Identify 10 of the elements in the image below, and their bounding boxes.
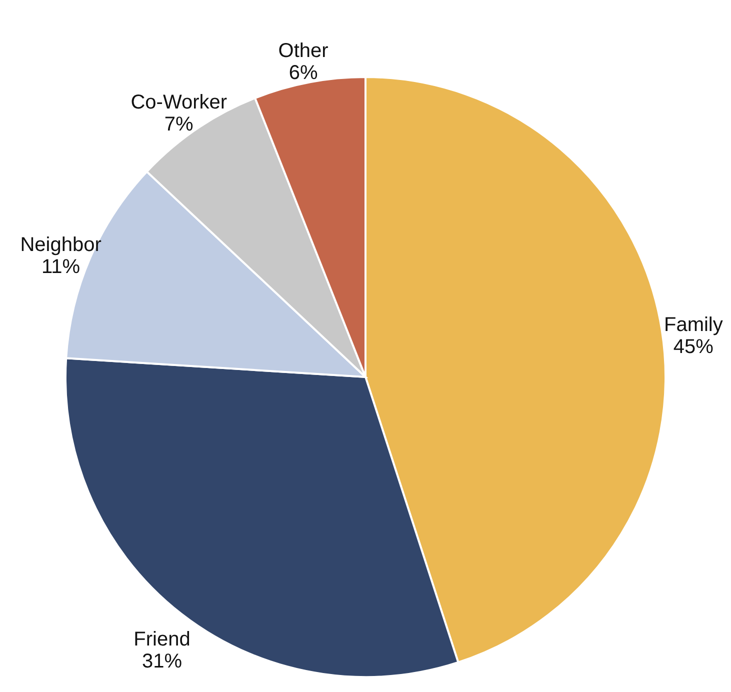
data-label: 31% [142, 650, 182, 672]
slice-label: Neighbor [20, 234, 102, 256]
data-label: 45% [673, 336, 714, 358]
slice-label: Friend [134, 628, 190, 650]
slice-label: Other [278, 40, 329, 62]
slice-label: Co-Worker [130, 91, 228, 114]
data-label: 6% [288, 62, 318, 84]
data-label: 7% [164, 113, 194, 136]
slice-label: Family [664, 314, 723, 336]
data-label: 11% [42, 256, 80, 278]
